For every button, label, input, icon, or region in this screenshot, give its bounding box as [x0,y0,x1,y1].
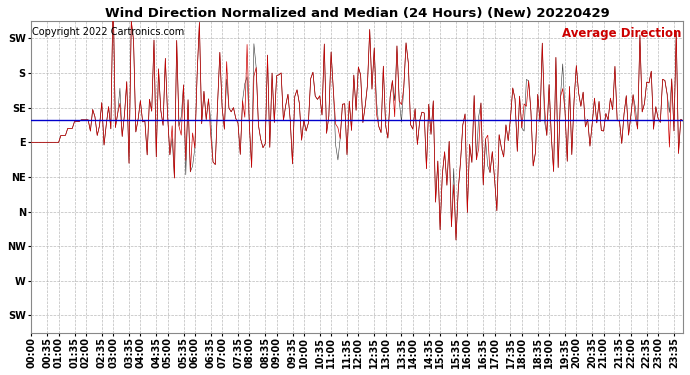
Text: Copyright 2022 Cartronics.com: Copyright 2022 Cartronics.com [32,27,184,38]
Title: Wind Direction Normalized and Median (24 Hours) (New) 20220429: Wind Direction Normalized and Median (24… [105,7,609,20]
Text: Average Direction: Average Direction [562,27,682,40]
